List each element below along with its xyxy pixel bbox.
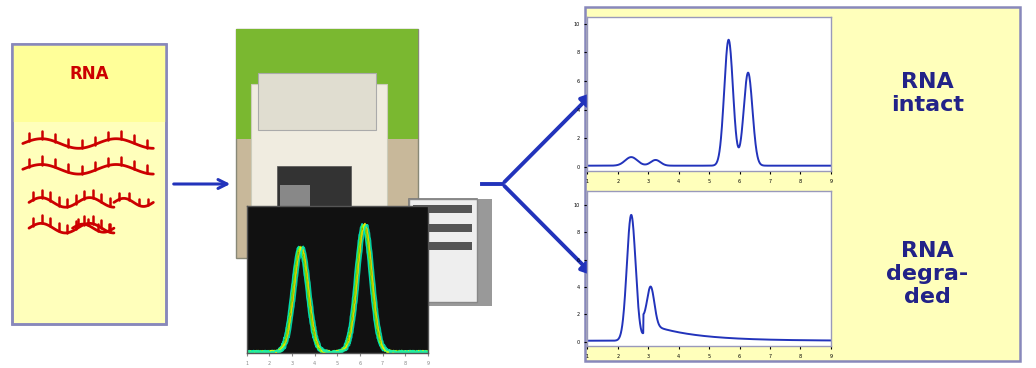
FancyBboxPatch shape [258, 73, 376, 130]
Bar [236, 29, 418, 258]
Bar [277, 166, 351, 219]
Text: RNA: RNA [69, 65, 109, 82]
FancyBboxPatch shape [585, 7, 1020, 361]
Bar [414, 199, 492, 306]
Bar [409, 199, 477, 302]
Bar [236, 29, 418, 139]
Bar [409, 199, 477, 302]
Bar [413, 224, 472, 232]
FancyBboxPatch shape [12, 44, 166, 324]
Text: RNA
degra-
ded: RNA degra- ded [886, 241, 969, 307]
Text: RNA
intact: RNA intact [891, 72, 963, 116]
Bar [413, 242, 472, 250]
Bar [413, 242, 472, 250]
Bar [413, 205, 472, 213]
Bar [413, 224, 472, 232]
Bar [12, 44, 166, 123]
Bar [280, 185, 310, 208]
Bar [251, 84, 386, 248]
Bar [413, 205, 472, 213]
